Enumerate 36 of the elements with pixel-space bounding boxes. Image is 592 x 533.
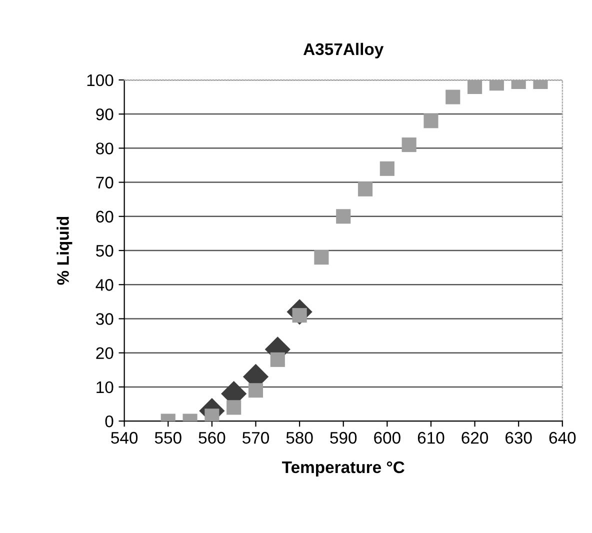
x-tick-label: 600: [374, 432, 400, 444]
y-tick-label: 90: [96, 108, 114, 120]
y-tick-label: 50: [96, 244, 114, 257]
x-tick-label: 620: [462, 432, 488, 444]
x-tick-label: 570: [242, 432, 269, 444]
point: [446, 90, 460, 104]
y-tick-label: 100: [87, 74, 114, 86]
y-tick-label: 30: [96, 313, 114, 325]
point: [358, 182, 373, 196]
x-tick-label: 540: [111, 432, 138, 444]
y-tick-label: 40: [96, 279, 114, 291]
y-tick-label: 70: [96, 176, 114, 188]
point: [380, 161, 394, 176]
point: [248, 383, 264, 398]
y-tick-label: 0: [105, 415, 114, 428]
point: [336, 209, 351, 224]
x-tick-label: 640: [549, 432, 576, 444]
point: [402, 137, 416, 152]
point: [314, 250, 329, 265]
x-tick-label: 560: [198, 432, 226, 444]
point: [270, 352, 285, 367]
point: [424, 114, 438, 128]
y-axis-title: % Liquid: [56, 216, 72, 285]
y-tick-label: 20: [96, 347, 114, 360]
x-tick-label: 550: [154, 432, 182, 444]
y-tick-label: 80: [96, 142, 114, 154]
x-tick-label: 590: [330, 432, 357, 444]
point: [468, 80, 482, 94]
y-tick-label: 10: [96, 381, 114, 394]
chart-title: A357Alloy: [303, 42, 384, 58]
x-tick-label: 580: [286, 432, 313, 444]
x-tick-label: 630: [506, 432, 532, 444]
x-axis-title: Temperature °C: [282, 461, 404, 476]
point: [226, 400, 242, 415]
x-tick-label: 610: [418, 432, 444, 444]
y-tick-label: 60: [96, 210, 114, 223]
